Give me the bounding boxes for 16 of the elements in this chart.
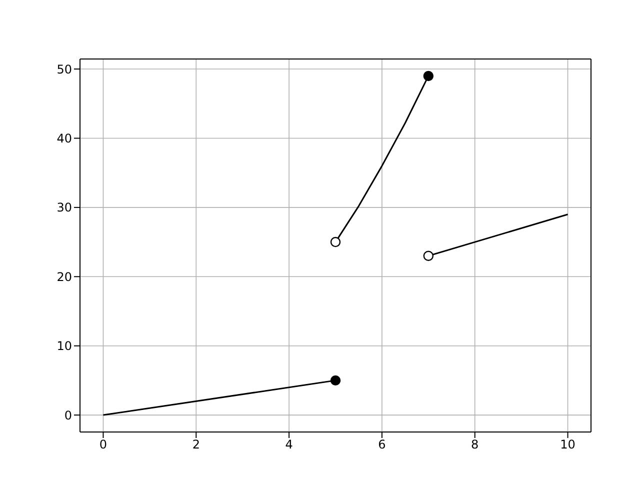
y-tick-label: 40 [56,131,72,146]
point [423,250,434,261]
y-tick-label: 20 [56,270,72,284]
x-tick-label: 10 [560,438,576,452]
x-tick-label: 6 [378,438,386,452]
x-tick-label: 8 [471,438,479,452]
point [330,375,341,386]
y-tick-label: 0 [64,408,72,422]
x-tick-label: 0 [99,438,108,452]
point [423,70,434,82]
x-tick-label: 2 [192,438,200,452]
point [330,236,341,248]
y-tick-label: 30 [56,200,72,215]
y-tick-label: 10 [56,339,72,354]
y-tick-label: 50 [56,62,72,76]
x-tick-label: 4 [285,438,293,452]
